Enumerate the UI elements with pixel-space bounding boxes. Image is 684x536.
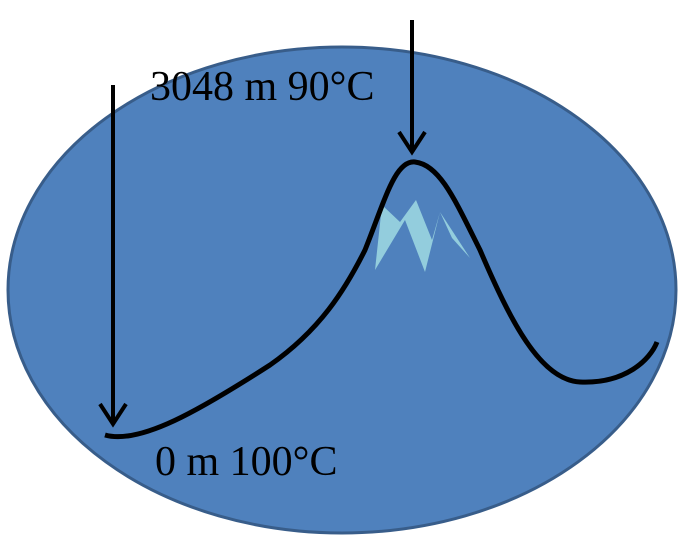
arrow-head	[397, 130, 427, 156]
base-label: 0 m 100°C	[155, 439, 337, 485]
arrows	[98, 20, 427, 428]
mountain-profile	[104, 159, 660, 440]
snow-cap	[375, 200, 470, 272]
summit-label: 3048 m 90°C	[150, 64, 374, 110]
arrow-head	[98, 402, 128, 428]
